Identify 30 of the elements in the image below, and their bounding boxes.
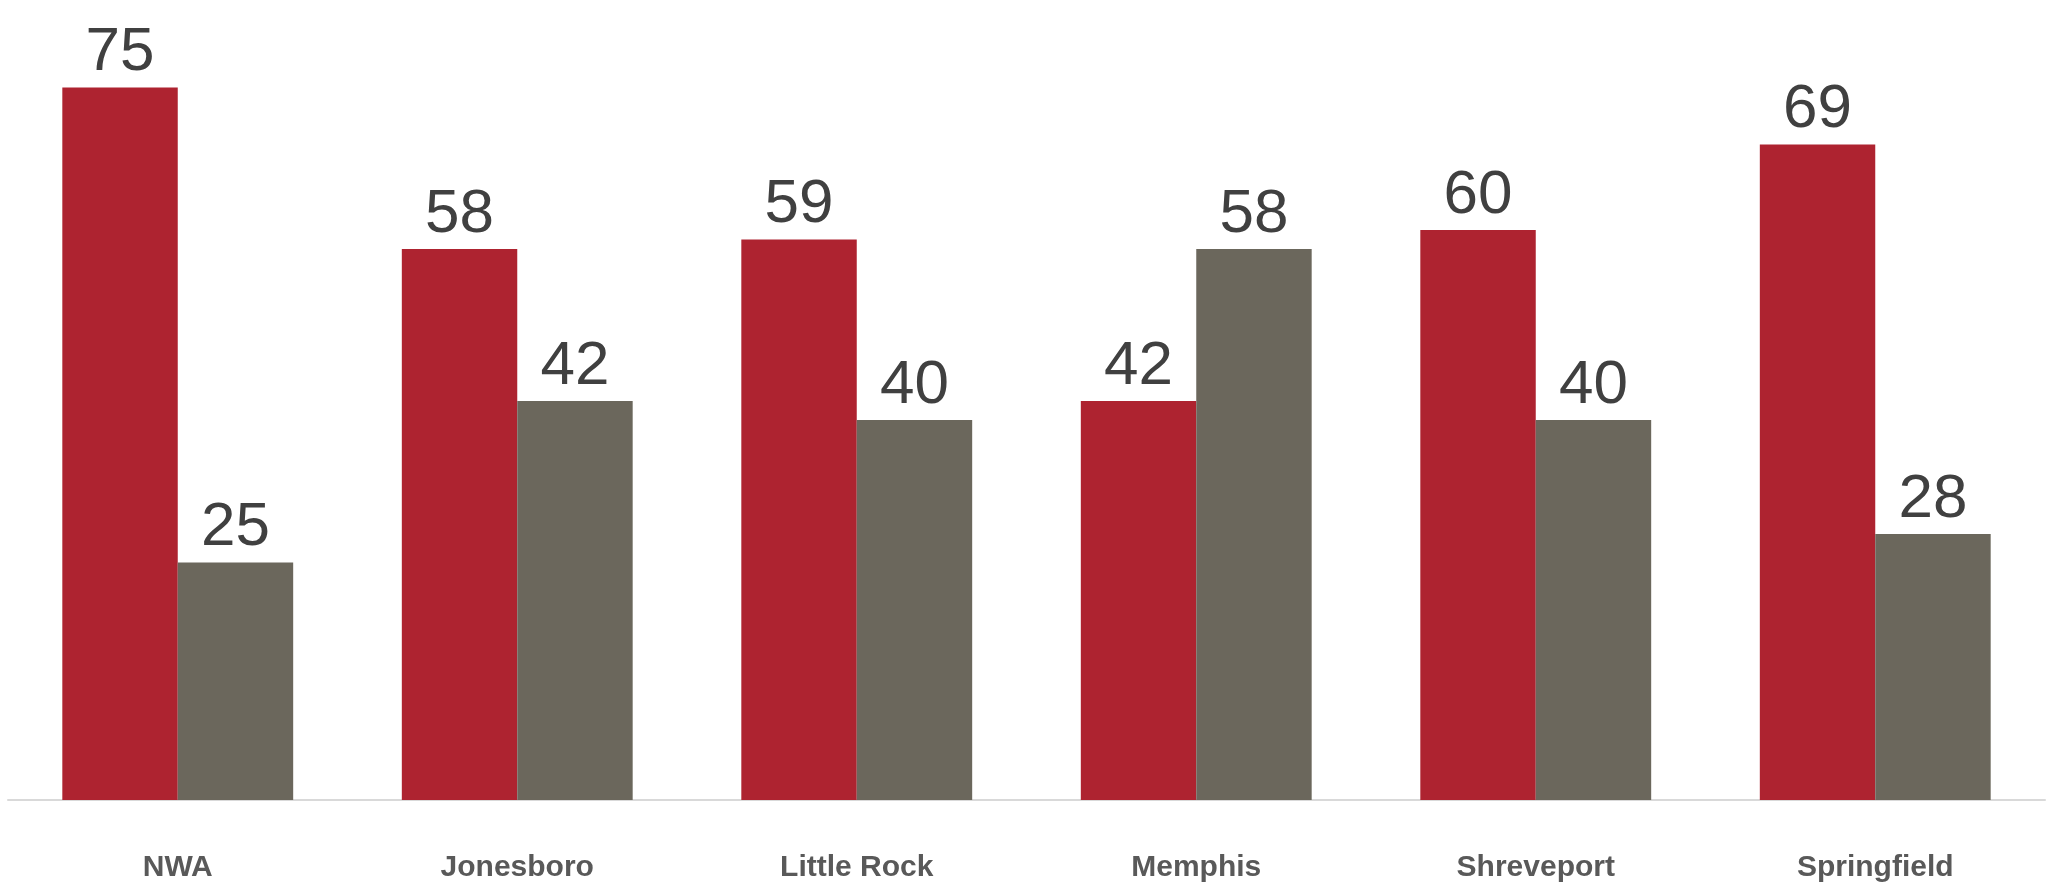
bar: [1759, 144, 1876, 800]
bar: [856, 420, 973, 800]
x-tick-label: Springfield: [1796, 848, 1954, 882]
bar: [517, 401, 633, 800]
bar: [62, 87, 178, 800]
bar: [741, 239, 857, 800]
x-tick-label: NWA: [142, 848, 213, 882]
x-tick-label: Memphis: [1131, 848, 1262, 882]
data-label: 28: [1898, 460, 1968, 530]
bar: [1535, 420, 1652, 800]
data-label: 69: [1783, 71, 1853, 140]
data-label: 58: [1219, 175, 1289, 245]
data-label: 40: [1558, 346, 1628, 416]
bar: [1080, 401, 1197, 800]
data-label: 58: [425, 175, 495, 245]
bar: [1420, 230, 1536, 800]
x-tick-label: Jonesboro: [440, 848, 594, 882]
bar: [177, 562, 294, 800]
bar: [1875, 534, 1991, 800]
x-tick-label: Little Rock: [780, 848, 934, 882]
data-label: 75: [85, 14, 155, 83]
data-label: 59: [764, 166, 834, 235]
data-label: 40: [879, 346, 949, 416]
bar: [401, 249, 518, 800]
data-label: 60: [1443, 156, 1513, 226]
data-label: 25: [200, 489, 270, 558]
x-tick-label: Shreveport: [1456, 848, 1615, 882]
bar: [1196, 249, 1312, 800]
data-label: 42: [1104, 327, 1174, 397]
data-label: 42: [540, 327, 610, 397]
